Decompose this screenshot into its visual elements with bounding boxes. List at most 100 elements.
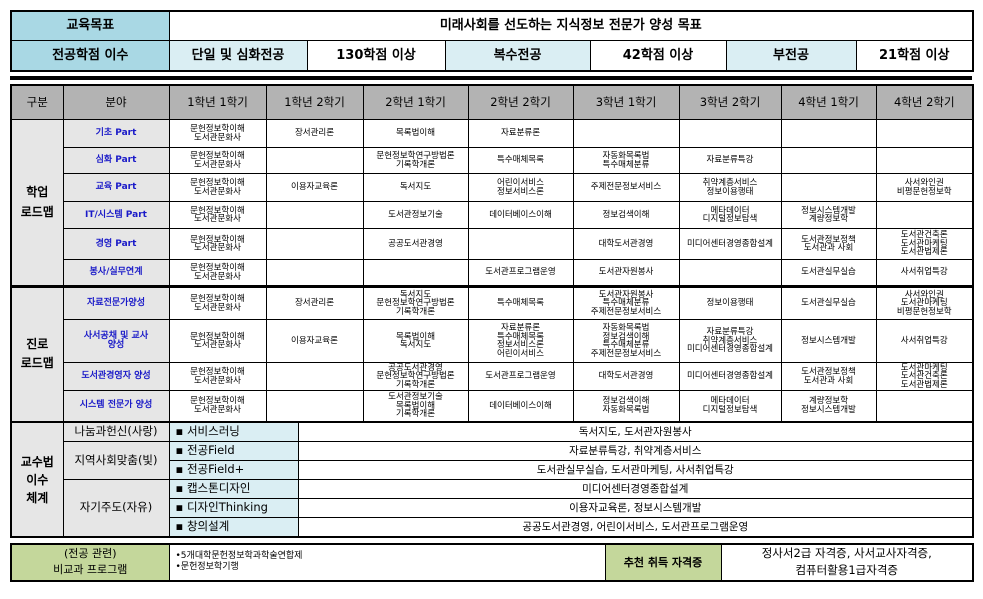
- course-cell: 도서관정보정책 도서관과 사회: [780, 228, 877, 260]
- table-row: 심화 Part 문헌정보학이해 도서관문화사 문헌정보학연구방법론 기록학개론 특수매…: [11, 147, 974, 174]
- table-row: 지역사회맞춤(빛) ▪ 전공Field 자료분류특강, 취약계층서비스: [11, 441, 974, 480]
- course-cell: [265, 390, 364, 422]
- group-label: 학업 로드맵: [10, 119, 64, 287]
- column-header: 구분: [10, 84, 64, 120]
- course-cell: 도서관건축론 도서관마케팅 도서관법제론: [875, 228, 974, 260]
- extracurricular-programs: •5개대학문헌정보학과학술연합제 •문헌정보학기행: [168, 543, 606, 581]
- course-cell: 미디어센터경영종합설계: [678, 362, 782, 391]
- course-cell: 문헌정보학이해 도서관문화사: [168, 173, 267, 202]
- credit-value: 21학점 이상: [855, 39, 974, 72]
- method-label: ▪ 전공Field+: [168, 460, 299, 480]
- category-label: 지역사회맞춤(빛): [62, 441, 170, 480]
- course-cell: 목록법이해: [362, 119, 469, 148]
- field-label: 봉사/실무연계: [62, 259, 170, 287]
- method-label: ▪ 창의설계: [168, 517, 299, 538]
- header-row: 구분 분야 1학년 1학기 1학년 2학기 2학년 1학기 2학년 2학기 3학년 1학기 3…: [10, 84, 974, 120]
- credit-type: 복수전공: [444, 39, 591, 72]
- goal-label: 교육목표: [10, 10, 170, 41]
- table-row: 시스템 전문가 양성 문헌정보학이해 도서관문화사 도서관정보기술 목록법이해 기록…: [11, 390, 974, 422]
- course-cell: 문헌정보학이해 도서관문화사: [168, 147, 267, 174]
- course-cell: 장서관리론: [265, 285, 364, 320]
- course-cell: 어린이서비스 정보서비스론: [467, 173, 574, 202]
- course-cell: 사서취업특강: [875, 259, 974, 287]
- course-cell: 문헌정보학이해 도서관문화사: [168, 228, 267, 260]
- course-cell: 특수매체목록: [467, 147, 574, 174]
- course-cell: 정보시스템개발 계량정보학: [780, 201, 877, 229]
- method-courses: 공공도서관경영, 어린이서비스, 도서관프로그램운영: [297, 517, 974, 538]
- course-cell: 정보시스템개발: [780, 319, 877, 363]
- method-courses: 자료분류특강, 취약계층서비스: [297, 441, 974, 461]
- goal-text: 미래사회를 선도하는 지식정보 전문가 양성 목표: [168, 10, 974, 41]
- table-row: 학업 로드맵 기초 Part 문헌정보학이해 도서관문화사 장서관리론 목록법이해 자료분…: [10, 119, 974, 287]
- course-cell: 도서관자원봉사 특수매체분류 주제전문정보서비스: [572, 285, 680, 320]
- field-label: 도서관경영자 양성: [62, 362, 170, 391]
- certificate-label: 추천 취득 자격증: [604, 543, 722, 581]
- table-row: 사서공채 및 교사 양성 문헌정보학이해 도서관문화사 이용자교육론 목록법이해 독서…: [11, 319, 974, 363]
- course-cell: 문헌정보학이해 도서관문화사: [168, 319, 267, 363]
- table-row: IT/시스템 Part 문헌정보학이해 도서관문화사 도서관정보기술 데이터베이스이해…: [11, 201, 974, 229]
- credit-type: 부전공: [725, 39, 857, 72]
- course-cell: [572, 119, 680, 148]
- course-cell: 이용자교육론: [265, 173, 364, 202]
- extracurricular-label: (전공 관련) 비교과 프로그램: [10, 543, 170, 581]
- course-cell: 사서와인권 비평문헌정보학: [875, 173, 974, 202]
- column-header: 4학년 1학기: [780, 84, 877, 120]
- course-cell: [875, 147, 974, 174]
- teaching-method-table: 교수법 이수 체계 나눔과헌신(사랑) ▪ 서비스러닝 독서지도, 도서관자원봉사 지역…: [10, 421, 974, 538]
- course-cell: 문헌정보학연구방법론 기록학개론: [362, 147, 469, 174]
- table-row: 교수법 이수 체계 나눔과헌신(사랑) ▪ 서비스러닝 독서지도, 도서관자원봉사: [10, 421, 974, 538]
- column-header: 분야: [62, 84, 170, 120]
- course-cell: 도서관자원봉사: [572, 259, 680, 287]
- course-cell: [265, 362, 364, 391]
- course-cell: 문헌정보학이해 도서관문화사: [168, 259, 267, 287]
- course-cell: 데이터베이스이해: [467, 390, 574, 422]
- field-label: 자료전문가양성: [62, 285, 170, 320]
- course-cell: 자료분류론 특수매체목록 정보서비스론 어린이서비스: [467, 319, 574, 363]
- roadmap-table: 구분 분야 1학년 1학기 1학년 2학기 2학년 1학기 2학년 2학기 3학년 1학기 3…: [10, 84, 974, 423]
- field-label: IT/시스템 Part: [62, 201, 170, 229]
- method-label: ▪ 서비스러닝: [168, 421, 299, 442]
- field-label: 사서공채 및 교사 양성: [62, 319, 170, 363]
- extracurricular-table: (전공 관련) 비교과 프로그램 •5개대학문헌정보학과학술연합제 •문헌정보학…: [10, 543, 974, 582]
- course-cell: 도서관정보기술: [362, 201, 469, 229]
- column-header: 3학년 2학기: [678, 84, 782, 120]
- course-cell: [875, 201, 974, 229]
- course-cell: [780, 147, 877, 174]
- course-cell: 공공도서관경영: [362, 228, 469, 260]
- method-label: ▪ 전공Field: [168, 441, 299, 461]
- course-cell: 문헌정보학이해 도서관문화사: [168, 285, 267, 320]
- field-label: 경영 Part: [62, 228, 170, 260]
- course-cell: 장서관리론: [265, 119, 364, 148]
- field-label: 시스템 전문가 양성: [62, 390, 170, 422]
- course-cell: 데이터베이스이해: [467, 201, 574, 229]
- credit-value: 42학점 이상: [589, 39, 727, 72]
- group-label: 진로 로드맵: [10, 285, 64, 422]
- field-label: 심화 Part: [62, 147, 170, 174]
- table-row: ▪ 창의설계 공공도서관경영, 어린이서비스, 도서관프로그램운영: [11, 517, 974, 538]
- table-row: 진로 로드맵 자료전문가양성 문헌정보학이해 도서관문화사 장서관리론 독서지도 문헌정…: [10, 285, 974, 422]
- course-cell: 미디어센터경영종합설계: [678, 228, 782, 260]
- course-cell: [875, 119, 974, 148]
- field-label: 기초 Part: [62, 119, 170, 148]
- course-cell: 사서취업특강: [875, 319, 974, 363]
- course-cell: [678, 119, 782, 148]
- course-cell: 메타데이터 디지털정보탐색: [678, 201, 782, 229]
- category-label: 자기주도(자유): [62, 479, 170, 538]
- course-cell: 도서관정보기술 목록법이해 기록학개론: [362, 390, 469, 422]
- course-cell: [780, 119, 877, 148]
- table-row: 도서관경영자 양성 문헌정보학이해 도서관문화사 공공도서관경영 문헌정보학연구방법…: [11, 362, 974, 391]
- course-cell: 도서관프로그램운영: [467, 362, 574, 391]
- course-cell: 자동화목록법 정보검색이해 특수매체분류 주제전문정보서비스: [572, 319, 680, 363]
- divider: [10, 76, 972, 80]
- certificate-list: 정사서2급 자격증, 사서교사자격증, 컴퓨터활용1급자격증: [720, 543, 974, 581]
- column-header: 1학년 1학기: [168, 84, 267, 120]
- course-cell: 도서관프로그램운영: [467, 259, 574, 287]
- method-courses: 이용자교육론, 정보시스템개발: [297, 498, 974, 518]
- course-cell: [678, 259, 782, 287]
- course-cell: 도서관마케팅 도서관건축론 도서관법제론: [875, 362, 974, 391]
- course-cell: 특수매체목록: [467, 285, 574, 320]
- credit-value: 130학점 이상: [306, 39, 446, 72]
- table-row: 경영 Part 문헌정보학이해 도서관문화사 공공도서관경영 대학도서관경영 미디어센터…: [11, 228, 974, 260]
- teaching-label: 교수법 이수 체계: [10, 421, 64, 538]
- course-cell: [265, 201, 364, 229]
